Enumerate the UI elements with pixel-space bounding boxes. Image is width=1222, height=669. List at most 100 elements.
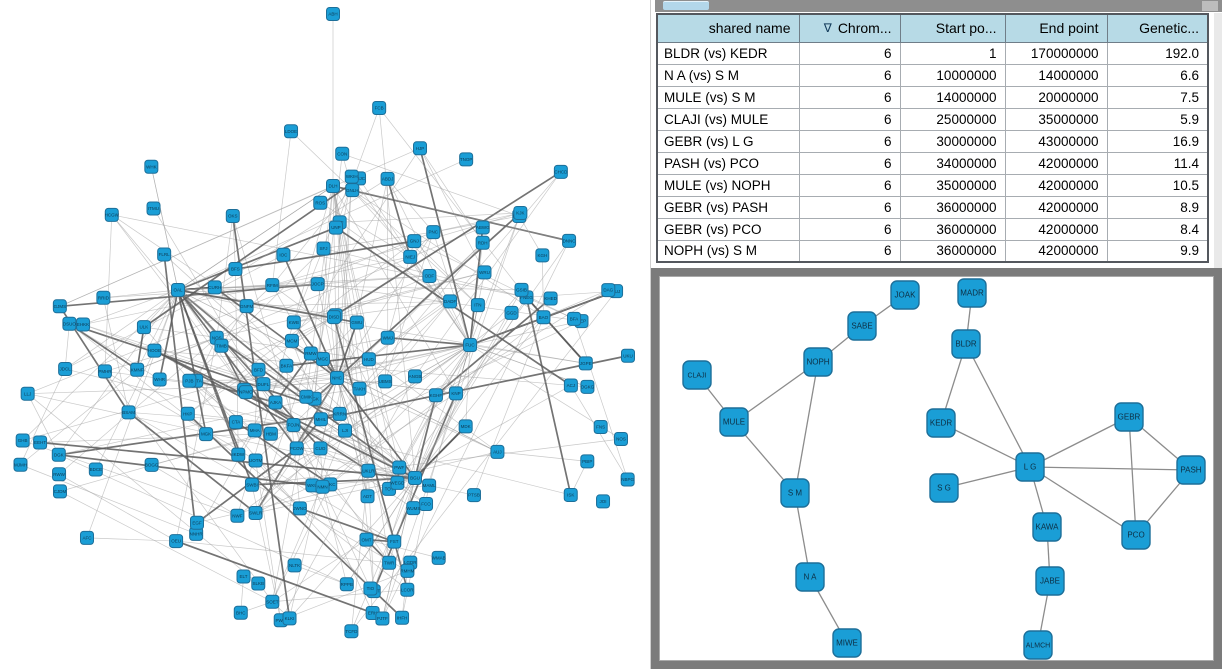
hairball-node[interactable]: TCFD <box>344 624 359 639</box>
hairball-node[interactable]: JDCL <box>58 361 73 376</box>
table-row[interactable]: MULE (vs) NOPH 6 35000000 42000000 10.5 <box>656 173 1209 197</box>
cell-end-point[interactable]: 14000000 <box>1004 63 1108 87</box>
hairball-node[interactable]: DSUO <box>62 316 77 331</box>
hairball-node[interactable]: TNOP <box>459 152 474 167</box>
cell-shared-name[interactable]: BLDR (vs) KEDR <box>656 41 800 65</box>
hairball-node[interactable]: TAKH <box>352 381 367 396</box>
hairball-node[interactable]: TIMB <box>214 338 229 353</box>
cell-chromosome[interactable]: 6 <box>798 217 901 241</box>
subnet-node-l-g[interactable]: L G <box>1015 452 1045 482</box>
hairball-node[interactable]: BSAM <box>121 405 136 420</box>
scrollbar-end-button[interactable] <box>1202 1 1218 11</box>
cell-start-position[interactable]: 10000000 <box>899 63 1006 87</box>
hairball-node[interactable]: WUMS <box>406 501 420 516</box>
hairball-node[interactable]: WKIH <box>344 169 359 184</box>
subnet-node-gebr[interactable]: GEBR <box>1114 402 1144 432</box>
hairball-node[interactable]: NLTK <box>287 558 302 573</box>
hairball-node[interactable]: DAG <box>601 283 616 298</box>
hairball-node[interactable]: SOET <box>265 594 280 609</box>
subnet-node-joak[interactable]: JOAK <box>890 280 920 310</box>
cell-genetic-distance[interactable]: 11.4 <box>1106 151 1209 175</box>
cell-start-position[interactable]: 1 <box>899 41 1006 65</box>
table-row[interactable]: MULE (vs) S M 6 14000000 20000000 7.5 <box>656 85 1209 109</box>
hairball-node[interactable]: NBPG <box>620 472 635 487</box>
hairball-node[interactable]: IKDW <box>231 447 246 462</box>
hairball-node[interactable]: GNLH <box>345 183 360 198</box>
hairball-node[interactable]: BDCE <box>88 462 103 477</box>
hairball-node[interactable]: KRRN <box>332 406 347 421</box>
column-header-start-po[interactable]: Start po... <box>899 13 1006 43</box>
cell-genetic-distance[interactable]: 6.6 <box>1106 63 1209 87</box>
column-header-genetic[interactable]: Genetic... <box>1106 13 1209 43</box>
hairball-node[interactable]: FUC <box>463 338 477 352</box>
hairball-node[interactable]: KLKI <box>282 611 297 626</box>
hairball-node[interactable]: IHFH <box>395 610 410 625</box>
cell-genetic-distance[interactable]: 10.5 <box>1106 173 1209 197</box>
cell-end-point[interactable]: 42000000 <box>1004 217 1108 241</box>
hairball-node[interactable]: LJI <box>337 423 352 438</box>
hairball-node[interactable]: PJB <box>182 373 197 388</box>
subnet-node-noph[interactable]: NOPH <box>803 347 833 377</box>
hairball-node[interactable]: GNFM <box>239 299 254 314</box>
cell-shared-name[interactable]: PASH (vs) PCO <box>656 151 800 175</box>
cell-shared-name[interactable]: GEBR (vs) PASH <box>656 195 800 219</box>
hairball-node[interactable]: BAO <box>536 310 551 325</box>
hairball-node[interactable]: FST <box>387 534 402 549</box>
hairball-node[interactable]: ABH <box>326 7 340 21</box>
hairball-node[interactable]: MJMH <box>13 457 28 472</box>
hairball-node[interactable]: HUD <box>361 352 376 367</box>
cell-start-position[interactable]: 35000000 <box>899 173 1006 197</box>
subnet-edge-l-g-pash[interactable] <box>1029 466 1192 471</box>
hairball-node[interactable]: WMAB <box>431 550 446 565</box>
hairball-node[interactable]: HOOE <box>147 343 162 358</box>
subnet-edge-l-g-pco[interactable] <box>1029 466 1137 536</box>
hairball-node[interactable]: LCOR <box>400 582 415 597</box>
hairball-node[interactable]: HJP <box>413 141 428 156</box>
hairball-node[interactable]: ABWG <box>475 220 490 235</box>
hairball-node[interactable]: CON <box>335 146 350 161</box>
table-row[interactable]: BLDR (vs) KEDR 6 1 170000000 192.0 <box>656 41 1209 65</box>
hairball-node[interactable]: MHA <box>247 423 262 438</box>
hairball-node[interactable]: JOCP <box>310 277 325 292</box>
hairball-node[interactable]: DGK <box>51 447 66 462</box>
subnet-edge-noph-s-m[interactable] <box>794 361 819 494</box>
hairball-node[interactable]: PBIP <box>580 454 595 469</box>
cell-chromosome[interactable]: 6 <box>798 173 901 197</box>
hairball-node[interactable]: DISD <box>326 310 341 325</box>
hairball-node[interactable]: OMT <box>359 532 374 547</box>
hairball-node[interactable]: DADF <box>443 294 458 309</box>
hairball-node[interactable]: GJMS <box>52 299 67 314</box>
cell-shared-name[interactable]: NOPH (vs) S M <box>656 239 800 263</box>
hairball-node[interactable]: MDK <box>458 419 473 434</box>
cell-chromosome[interactable]: 6 <box>798 85 901 109</box>
hairball-node[interactable]: WMJ <box>380 330 395 345</box>
hairball-node[interactable]: BKFA <box>279 358 294 373</box>
cell-chromosome[interactable]: 6 <box>798 129 901 153</box>
hairball-node[interactable]: GSIB <box>514 282 529 297</box>
subnet-node-mule[interactable]: MULE <box>719 407 749 437</box>
cell-end-point[interactable]: 42000000 <box>1004 151 1108 175</box>
hairball-node[interactable]: EEHT <box>33 435 48 450</box>
hairball-node[interactable]: SLKB <box>251 576 266 591</box>
cell-end-point[interactable]: 43000000 <box>1004 129 1108 153</box>
hairball-node[interactable]: MAML <box>422 478 437 493</box>
cell-chromosome[interactable]: 6 <box>798 63 901 87</box>
hairball-node[interactable]: BOGG <box>144 457 159 472</box>
subnet-node-n-a[interactable]: N A <box>795 562 825 592</box>
hairball-node[interactable]: NMN <box>315 479 330 494</box>
hairball-node[interactable]: TIO <box>363 581 378 596</box>
cell-start-position[interactable]: 34000000 <box>899 151 1006 175</box>
cell-shared-name[interactable]: CLAJI (vs) MULE <box>656 107 800 131</box>
hairball-node[interactable]: GGD <box>504 305 519 320</box>
hairball-node[interactable]: OGKG <box>580 379 595 394</box>
hairball-node[interactable]: NOS <box>613 432 628 447</box>
hairball-node[interactable]: BGU <box>408 471 422 485</box>
table-row[interactable]: GEBR (vs) PCO 6 36000000 42000000 8.4 <box>656 217 1209 241</box>
cell-shared-name[interactable]: GEBR (vs) PCO <box>656 217 800 241</box>
hairball-node[interactable]: SFJ <box>316 241 331 256</box>
subnet-node-madr[interactable]: MADR <box>957 278 987 308</box>
main-network-view[interactable]: ABH DLH NHC BGU OAL FUC TWR FCO TNOP FNEG CURH KGH W… <box>0 0 650 669</box>
cell-start-position[interactable]: 30000000 <box>899 129 1006 153</box>
cell-shared-name[interactable]: MULE (vs) NOPH <box>656 173 800 197</box>
hairball-node[interactable]: ANGB <box>408 369 423 384</box>
